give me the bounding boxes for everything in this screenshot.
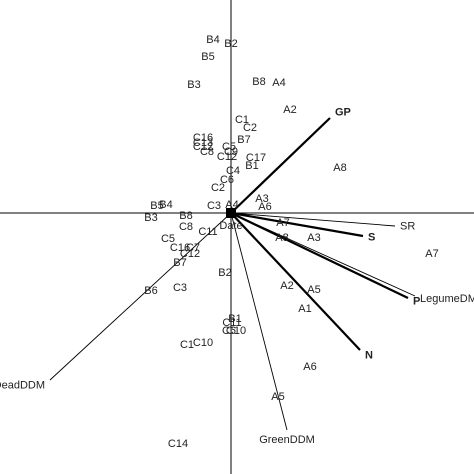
sample-label: B7: [173, 257, 186, 269]
sample-label: B8: [179, 210, 192, 222]
vector-label: Date: [219, 220, 242, 232]
sample-label: C8: [179, 221, 193, 233]
sample-label: B2: [224, 38, 237, 50]
sample-label: A2: [280, 280, 293, 292]
sample-label: B1: [245, 160, 258, 172]
sample-label: C6: [220, 174, 234, 186]
sample-label: B4: [159, 199, 172, 211]
vector: [230, 212, 361, 351]
sample-label: C5: [222, 141, 236, 153]
sample-label: C2: [243, 122, 257, 134]
vector-label: P: [413, 295, 420, 307]
sample-label: C14: [168, 438, 188, 450]
vector: [230, 212, 288, 431]
sample-label: A6: [303, 361, 316, 373]
sample-label: C12: [217, 151, 237, 163]
vector: [230, 212, 409, 299]
sample-label: C11: [222, 317, 241, 329]
origin-marker: [226, 208, 236, 218]
sample-label: A4: [225, 199, 238, 211]
sample-label: B5: [150, 200, 163, 212]
vector-label: GreenDDM: [259, 434, 315, 446]
vector: [230, 117, 331, 214]
sample-label: C2: [211, 182, 225, 194]
sample-label: C10: [226, 325, 246, 337]
vector-label: DeadDDM: [0, 379, 45, 391]
sample-label: B1: [228, 313, 241, 325]
vector: [49, 212, 232, 381]
sample-label: A6: [258, 201, 271, 213]
vector-label: N: [365, 350, 373, 362]
sample-label: A8: [275, 232, 288, 244]
vector: [230, 211, 364, 238]
sample-label: C10: [193, 337, 213, 349]
sample-label: C4: [226, 165, 240, 177]
sample-label: B2: [218, 267, 231, 279]
sample-label: A7: [425, 248, 438, 260]
sample-label: C12: [193, 141, 213, 153]
sample-label: C6: [222, 325, 236, 337]
sample-label: C16: [193, 132, 213, 144]
sample-label: C12: [180, 248, 200, 260]
vector-label: SR: [400, 221, 415, 233]
sample-label: A3: [255, 193, 268, 205]
sample-label: A5: [271, 391, 284, 403]
sample-label: C11: [198, 226, 217, 238]
vector-label: GP: [335, 106, 351, 118]
sample-label: A7: [276, 217, 289, 229]
sample-label: B7: [237, 134, 250, 146]
sample-label: C9: [224, 146, 238, 158]
sample-label: A5: [307, 284, 320, 296]
sample-label: B3: [187, 79, 200, 91]
sample-label: C13: [193, 137, 213, 149]
sample-label: A3: [307, 232, 320, 244]
sample-label: C7: [186, 242, 200, 254]
sample-label: C1: [235, 114, 249, 126]
vector: [230, 212, 396, 227]
sample-label: B3: [144, 212, 157, 224]
sample-label: C16: [170, 242, 190, 254]
sample-label: A1: [298, 303, 311, 315]
sample-label: C3: [207, 200, 221, 212]
sample-label: B5: [201, 51, 214, 63]
vector-label: LegumeDM: [420, 293, 474, 305]
sample-label: A2: [283, 104, 296, 116]
sample-label: B4: [206, 34, 219, 46]
sample-label: A4: [272, 77, 285, 89]
sample-label: A8: [333, 162, 346, 174]
sample-label: B6: [144, 285, 157, 297]
vector-label: S: [368, 231, 375, 243]
sample-label: C8: [200, 146, 214, 158]
sample-label: C5: [161, 233, 175, 245]
sample-label: C17: [246, 152, 266, 164]
sample-label: C3: [173, 282, 187, 294]
sample-label: B8: [252, 76, 265, 88]
sample-label: C1: [180, 339, 194, 351]
